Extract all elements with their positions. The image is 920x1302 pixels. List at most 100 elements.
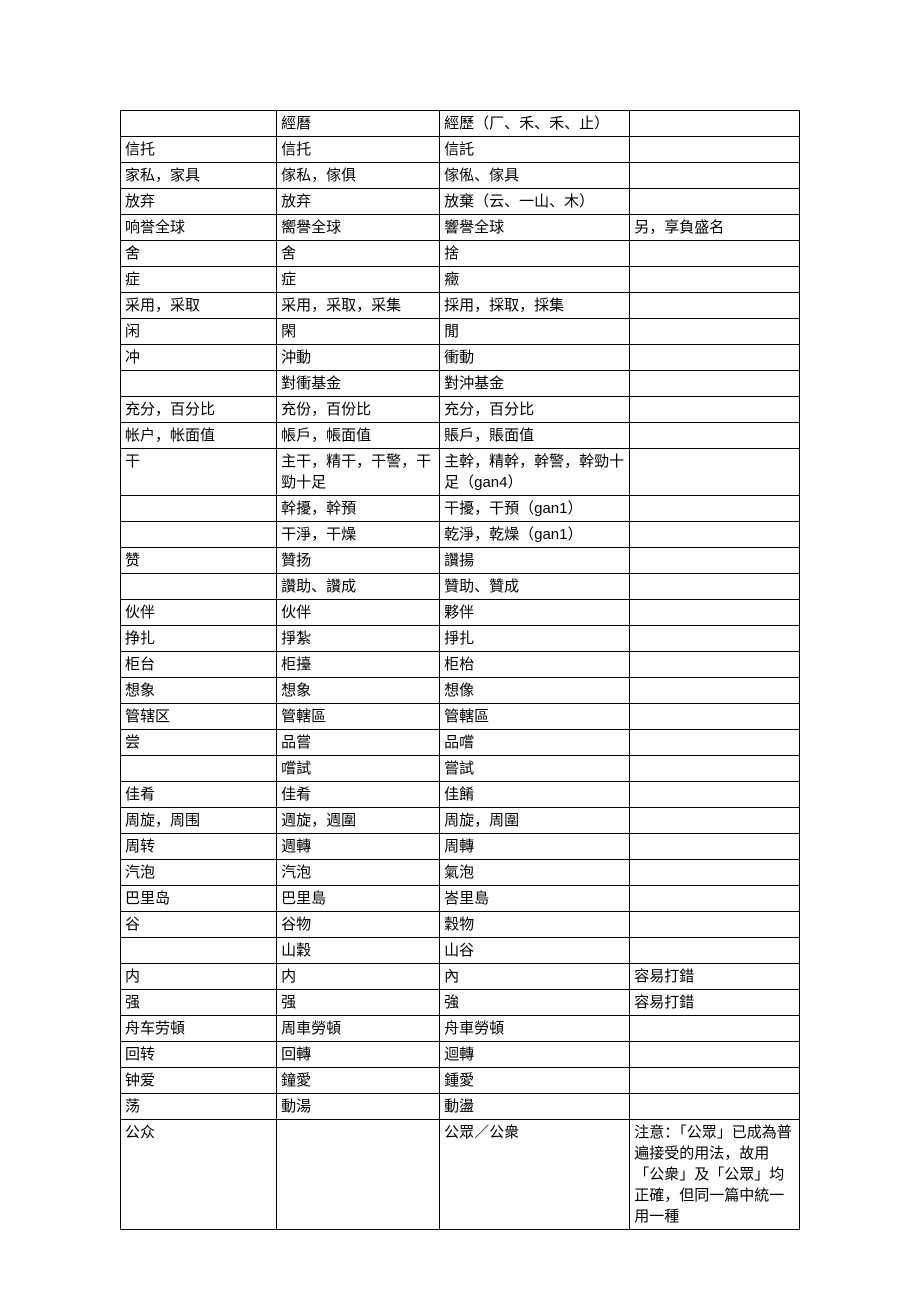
table-cell [630,600,800,626]
table-cell: 公众 [121,1120,277,1230]
table-cell: 伙伴 [121,600,277,626]
table-cell: 乾淨，乾燥（gan1） [440,522,630,548]
table-cell: 癥 [440,267,630,293]
table-row: 對衝基金對沖基金 [121,371,800,397]
table-cell [630,704,800,730]
table-row: 尝品嘗品嚐 [121,730,800,756]
table-cell: 周旋，周围 [121,808,277,834]
table-cell: 汽泡 [121,860,277,886]
table-cell: 舟車勞頓 [440,1016,630,1042]
document-page: 經曆經歷（厂、禾、禾、止）信托信托信託家私，家具傢私，傢俱傢俬、傢具放弃放弃放棄… [0,0,920,1290]
table-cell: 夥伴 [440,600,630,626]
table-cell [630,163,800,189]
table-cell: 幹擾，幹預 [277,496,440,522]
table-row: 信托信托信託 [121,137,800,163]
table-cell: 采用，采取，采集 [277,293,440,319]
table-cell: 干淨，干燥 [277,522,440,548]
table-cell: 周轉 [440,834,630,860]
table-row: 帐户，帐面值帳戶，帳面值賬戶，賬面值 [121,423,800,449]
table-cell: 帐户，帐面值 [121,423,277,449]
table-cell: 回轉 [277,1042,440,1068]
table-cell: 充分，百分比 [440,397,630,423]
table-cell: 柜枱 [440,652,630,678]
table-cell: 傢俬、傢具 [440,163,630,189]
table-cell [630,293,800,319]
table-row: 周旋，周围週旋，週圍周旋，周圍 [121,808,800,834]
table-cell: 干 [121,449,277,496]
table-cell: 穀物 [440,912,630,938]
table-cell: 佳肴 [277,782,440,808]
table-cell: 挣扎 [121,626,277,652]
table-cell [630,267,800,293]
table-cell: 經曆 [277,111,440,137]
table-cell: 强 [277,990,440,1016]
table-row: 症症癥 [121,267,800,293]
table-cell: 内 [121,964,277,990]
table-cell [630,423,800,449]
table-cell: 動盪 [440,1094,630,1120]
table-cell: 捨 [440,241,630,267]
table-cell: 公眾／公衆 [440,1120,630,1230]
table-cell: 贊助、贊成 [440,574,630,600]
table-row: 山穀山谷 [121,938,800,964]
table-cell: 内 [277,964,440,990]
table-row: 钟爱鐘愛鍾愛 [121,1068,800,1094]
table-cell: 舟车劳頓 [121,1016,277,1042]
table-cell: 充份，百份比 [277,397,440,423]
table-cell: 容易打錯 [630,990,800,1016]
table-cell [630,574,800,600]
table-cell: 讚助、讚成 [277,574,440,600]
table-cell [630,496,800,522]
table-row: 挣扎掙紮掙扎 [121,626,800,652]
table-cell: 强 [121,990,277,1016]
table-cell: 荡 [121,1094,277,1120]
table-cell: 赞 [121,548,277,574]
table-cell: 另，享負盛名 [630,215,800,241]
table-cell: 週旋，週圍 [277,808,440,834]
table-cell: 品嘗 [277,730,440,756]
table-cell [630,678,800,704]
table-row: 回转回轉迴轉 [121,1042,800,1068]
table-row: 舟车劳頓周車勞頓舟車勞頓 [121,1016,800,1042]
table-cell: 干擾，干預（gan1） [440,496,630,522]
table-row: 赞贊扬讚揚 [121,548,800,574]
table-cell: 谷物 [277,912,440,938]
table-cell: 動湯 [277,1094,440,1120]
table-cell: 柜擡 [277,652,440,678]
table-row: 周转週轉周轉 [121,834,800,860]
table-cell: 主干，精干，干警，干勁十足 [277,449,440,496]
table-cell: 衝動 [440,345,630,371]
table-cell: 對衝基金 [277,371,440,397]
table-cell [121,938,277,964]
table-cell: 峇里島 [440,886,630,912]
table-cell: 嚮譽全球 [277,215,440,241]
table-cell: 充分，百分比 [121,397,277,423]
table-row: 干淨，干燥乾淨，乾燥（gan1） [121,522,800,548]
table-cell [630,397,800,423]
table-cell: 容易打錯 [630,964,800,990]
table-row: 强强強容易打錯 [121,990,800,1016]
table-row: 幹擾，幹預干擾，干預（gan1） [121,496,800,522]
table-body: 經曆經歷（厂、禾、禾、止）信托信托信託家私，家具傢私，傢俱傢俬、傢具放弃放弃放棄… [121,111,800,1230]
table-cell: 嚐試 [277,756,440,782]
table-cell: 闲 [121,319,277,345]
table-cell [121,496,277,522]
table-cell: 強 [440,990,630,1016]
table-cell: 帳戶，帳面值 [277,423,440,449]
table-cell [630,1016,800,1042]
table-row: 佳肴佳肴佳餚 [121,782,800,808]
table-cell: 症 [277,267,440,293]
table-cell: 钟爱 [121,1068,277,1094]
table-cell [630,1094,800,1120]
table-cell: 想像 [440,678,630,704]
table-cell [630,111,800,137]
table-cell: 尝 [121,730,277,756]
table-cell [630,782,800,808]
table-row: 經曆經歷（厂、禾、禾、止） [121,111,800,137]
table-cell: 谷 [121,912,277,938]
table-cell: 經歷（厂、禾、禾、止） [440,111,630,137]
table-row: 管辖区管轄區管轄區 [121,704,800,730]
table-cell: 讚揚 [440,548,630,574]
table-cell: 閒 [440,319,630,345]
table-cell: 响誉全球 [121,215,277,241]
